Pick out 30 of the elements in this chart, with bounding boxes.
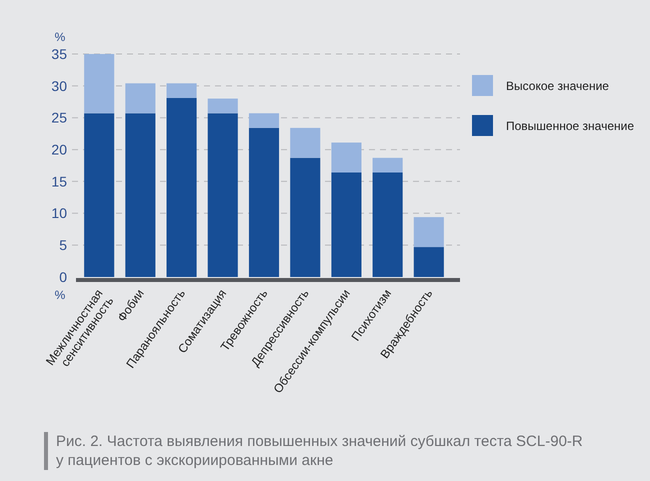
bar xyxy=(372,172,403,277)
y-tick-label: 10 xyxy=(51,205,68,222)
bar xyxy=(290,158,320,277)
bar xyxy=(372,158,403,173)
bar xyxy=(208,98,238,114)
y-axis-title: % xyxy=(54,30,66,44)
y-tick-label: 20 xyxy=(51,141,68,158)
y-tick-label: 0 xyxy=(59,268,68,285)
y-tick-label: 25 xyxy=(51,110,68,126)
text: Рис. 2. Частота выявления повышенных значений субшкал теста SCL-90-R у пациентов с экскориированными акне xyxy=(56,433,583,469)
legend-label: Повышенное значение xyxy=(506,119,634,134)
bar xyxy=(166,83,197,98)
y-tick-label: 30 xyxy=(51,78,68,94)
bar xyxy=(248,128,280,277)
bar xyxy=(331,142,362,173)
bar xyxy=(84,54,114,114)
bar xyxy=(290,128,320,158)
bar xyxy=(125,113,156,277)
bar xyxy=(414,247,444,277)
bar xyxy=(208,113,238,277)
bar xyxy=(414,217,444,248)
y-tick-label: 15 xyxy=(51,173,68,190)
y-tick-label: 35 xyxy=(51,46,68,62)
bar xyxy=(125,83,156,114)
bar xyxy=(331,172,362,277)
bar xyxy=(248,113,280,128)
y-tick-label: 5 xyxy=(59,237,68,254)
bar xyxy=(84,113,114,277)
legend-label: Высокое значение xyxy=(506,79,610,94)
bar xyxy=(166,98,197,277)
